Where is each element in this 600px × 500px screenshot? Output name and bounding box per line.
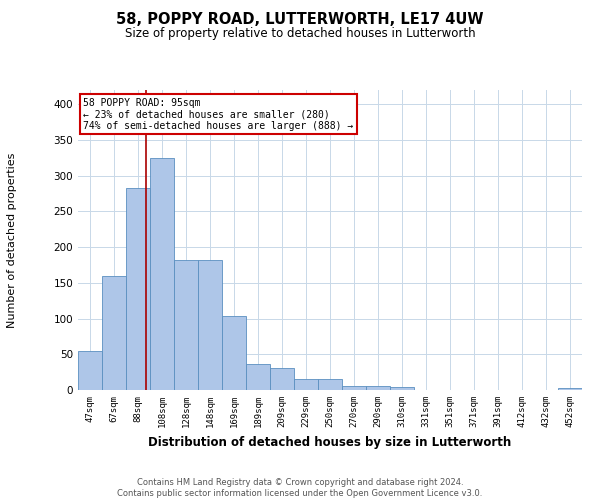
Bar: [150, 158, 174, 390]
Bar: [270, 368, 294, 390]
Bar: [366, 386, 390, 390]
Bar: [174, 260, 198, 390]
Text: Size of property relative to detached houses in Lutterworth: Size of property relative to detached ho…: [125, 28, 475, 40]
Text: Distribution of detached houses by size in Lutterworth: Distribution of detached houses by size …: [148, 436, 512, 449]
Bar: [102, 276, 126, 390]
Text: Number of detached properties: Number of detached properties: [7, 152, 17, 328]
Bar: [222, 316, 246, 390]
Text: Contains HM Land Registry data © Crown copyright and database right 2024.
Contai: Contains HM Land Registry data © Crown c…: [118, 478, 482, 498]
Bar: [246, 364, 270, 390]
Bar: [78, 350, 102, 390]
Bar: [342, 386, 366, 390]
Bar: [318, 380, 342, 390]
Bar: [294, 380, 318, 390]
Text: 58, POPPY ROAD, LUTTERWORTH, LE17 4UW: 58, POPPY ROAD, LUTTERWORTH, LE17 4UW: [116, 12, 484, 28]
Text: 58 POPPY ROAD: 95sqm
← 23% of detached houses are smaller (280)
74% of semi-deta: 58 POPPY ROAD: 95sqm ← 23% of detached h…: [83, 98, 353, 130]
Bar: [558, 388, 582, 390]
Bar: [198, 260, 222, 390]
Bar: [126, 188, 150, 390]
Bar: [390, 387, 414, 390]
